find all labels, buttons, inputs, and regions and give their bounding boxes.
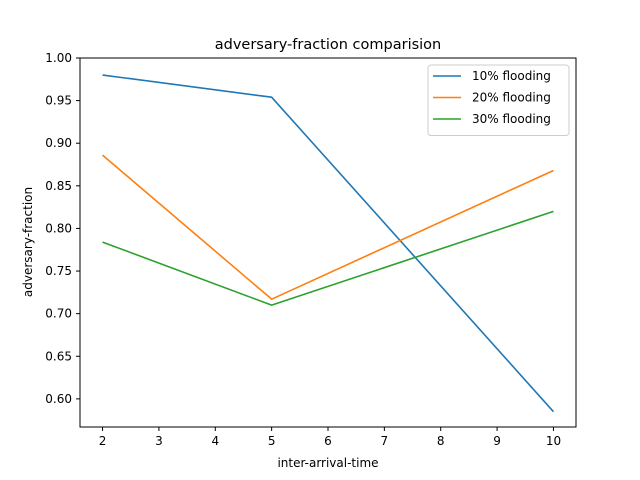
x-axis: 2 3 4 5 6 7 8 9 10 [99,427,561,448]
series-line-2 [102,154,554,300]
x-axis-label: inter-arrival-time [277,456,378,470]
y-tick-label: 0.70 [45,307,72,321]
x-tick-label: 9 [493,434,501,448]
x-tick-label: 8 [437,434,445,448]
y-tick-label: 1.00 [45,51,72,65]
series-line-1 [102,74,555,413]
y-tick-label: 0.85 [45,179,72,193]
legend-entry: 20% flooding [472,91,551,105]
x-tick-label: 5 [268,434,276,448]
x-tick-label: 10 [546,434,561,448]
y-tick-label: 0.60 [45,392,72,406]
series-line-3 [102,210,554,306]
x-tick-label: 7 [381,434,389,448]
y-tick-label: 0.80 [45,221,72,235]
y-tick-label: 0.95 [45,94,72,108]
series-lines [102,74,555,413]
y-tick-label: 0.75 [45,264,72,278]
y-axis: 0.60 0.65 0.70 0.75 0.80 0.85 0.90 0.95 1.00 [45,51,80,406]
legend: 10% flooding 20% flooding 30% flooding [427,64,570,136]
axes-frame [79,57,577,428]
x-tick-label: 6 [324,434,332,448]
y-tick-label: 0.90 [45,136,72,150]
y-tick-label: 0.65 [45,349,72,363]
legend-entry: 30% flooding [472,112,551,126]
chart-title: adversary-fraction comparision [215,37,442,53]
y-axis-label: adversary-fraction [21,187,35,297]
x-tick-label: 4 [211,434,219,448]
x-tick-label: 2 [99,434,107,448]
legend-entry: 10% flooding [472,69,551,83]
legend-box [427,64,570,136]
x-tick-label: 3 [155,434,163,448]
